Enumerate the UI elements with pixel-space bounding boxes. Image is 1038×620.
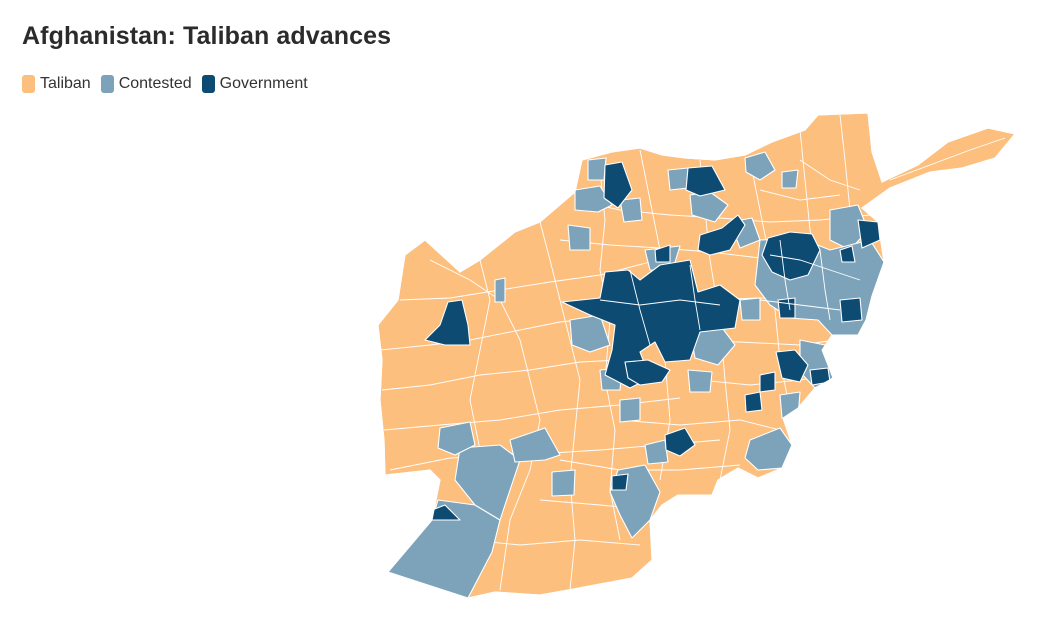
country-outline: [377, 112, 1016, 599]
government-southeast-c: [744, 391, 763, 413]
contested-north-i: [667, 167, 689, 191]
legend-label-contested: Contested: [118, 75, 192, 92]
government-south-a: [664, 427, 696, 457]
contested-north-g: [744, 151, 776, 181]
government-southeast-b: [809, 367, 831, 386]
legend-item-taliban: Taliban: [22, 75, 91, 93]
legend-item-government: Government: [201, 75, 308, 93]
government-southeast-a: [775, 349, 809, 383]
government-northeast-cluster: [761, 231, 821, 281]
contested-north-west: [574, 185, 613, 213]
contested-southwest-b: [437, 421, 476, 456]
legend-item-contested: Contested: [100, 75, 192, 93]
government-south-b: [611, 473, 629, 491]
government-southeast-d: [759, 371, 776, 393]
map-container: [0, 100, 1038, 620]
contested-west-a: [494, 277, 506, 303]
government-north-a: [603, 161, 633, 209]
government-east-a: [839, 297, 863, 323]
government-central-south: [624, 359, 671, 386]
contested-south-b: [509, 427, 561, 463]
legend-swatch-government: [201, 75, 215, 93]
government-north-c: [697, 214, 746, 256]
legend: Taliban Contested Government: [22, 75, 310, 93]
legend-label-taliban: Taliban: [40, 75, 91, 92]
legend-swatch-taliban: [22, 75, 35, 93]
contested-northeast-a: [829, 204, 869, 251]
government-north-d: [654, 244, 671, 263]
contested-south-a: [454, 444, 521, 521]
government-central-bloc: [561, 259, 741, 389]
contested-north-c: [619, 197, 643, 223]
contested-central-d: [739, 297, 761, 321]
government-northeast-b: [857, 219, 881, 249]
contested-southeast-c: [779, 391, 801, 419]
contested-north-b: [587, 157, 607, 181]
legend-label-government: Government: [219, 75, 308, 92]
government-northeast-c: [839, 245, 856, 263]
government-north-b: [685, 165, 726, 197]
afghanistan-map: [377, 112, 1016, 599]
government-regions: [424, 161, 881, 521]
contested-north-h: [781, 169, 799, 189]
contested-south-f: [644, 439, 669, 465]
government-west-herat: [424, 299, 471, 346]
contested-south-e: [619, 397, 641, 423]
contested-south-c: [551, 469, 576, 497]
government-east-b: [777, 297, 796, 319]
legend-swatch-contested: [100, 75, 114, 93]
contested-north-a: [567, 224, 591, 251]
contested-central-b: [687, 369, 713, 393]
district-boundaries-overlay: [599, 239, 861, 346]
chart-title: Afghanistan: Taliban advances: [22, 22, 392, 50]
